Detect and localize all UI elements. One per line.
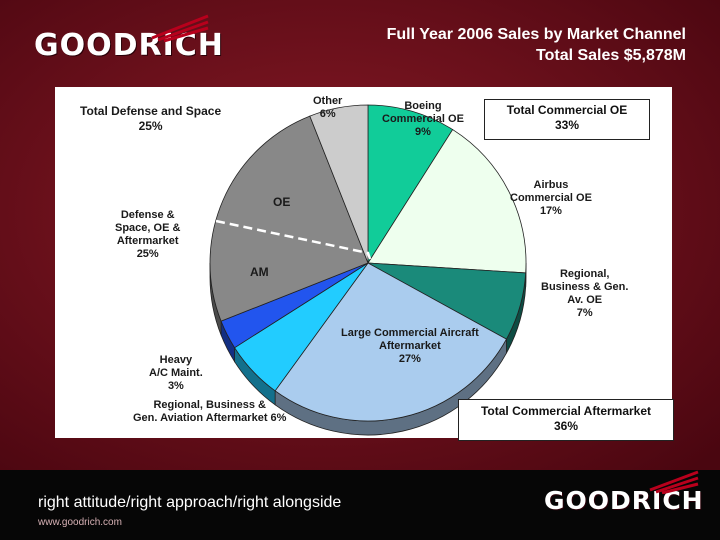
label-regional-oe: Regional, Business & Gen. Av. OE 7%: [541, 268, 629, 319]
pie-slice-1: [367, 129, 527, 274]
label-am-annotation: AM: [250, 265, 269, 279]
label-total-defense: Total Defense and Space 25%: [80, 104, 222, 133]
pie-slice-0: [367, 104, 454, 265]
website-link[interactable]: www.goodrich.com: [38, 517, 122, 528]
logo-swoosh-icon: [151, 14, 209, 42]
title-line-1: Full Year 2006 Sales by Market Channel: [386, 26, 686, 43]
logo-swoosh-icon-bottom: [649, 470, 699, 494]
pie-chart: [209, 104, 527, 436]
label-defense: Defense & Space, OE & Aftermarket 25%: [115, 209, 181, 260]
label-large-commercial-aftermarket: Large Commercial Aircraft Aftermarket 27%: [341, 327, 479, 365]
chart-panel: Other 6% Boeing Commercial OE 9% Airbus Comm…: [55, 87, 672, 438]
label-regional-aftermarket: Regional, Business & Gen. Aviation Afterm…: [133, 399, 287, 424]
title-line-2: Total Sales $5,878M: [536, 47, 686, 64]
label-other: Other 6%: [313, 95, 343, 120]
tagline: right attitude/right approach/right alon…: [38, 494, 342, 511]
label-oe-annotation: OE: [273, 195, 291, 209]
box-total-commercial-aftermarket: Total Commercial Aftermarket 36%: [458, 399, 674, 441]
pie-slice-7: [309, 104, 369, 264]
label-airbus: Airbus Commercial OE 17%: [510, 179, 592, 217]
label-heavy-maint: Heavy A/C Maint. 3%: [149, 354, 203, 392]
pie-slice-6: [209, 115, 369, 322]
label-boeing: Boeing Commercial OE 9%: [382, 100, 464, 138]
oe-am-divider: [215, 219, 372, 260]
box-total-commercial-oe: Total Commercial OE 33%: [484, 99, 650, 140]
pie-slice-3: [274, 262, 507, 422]
chart-title: Full Year 2006 Sales by Market Channel T…: [387, 24, 686, 66]
